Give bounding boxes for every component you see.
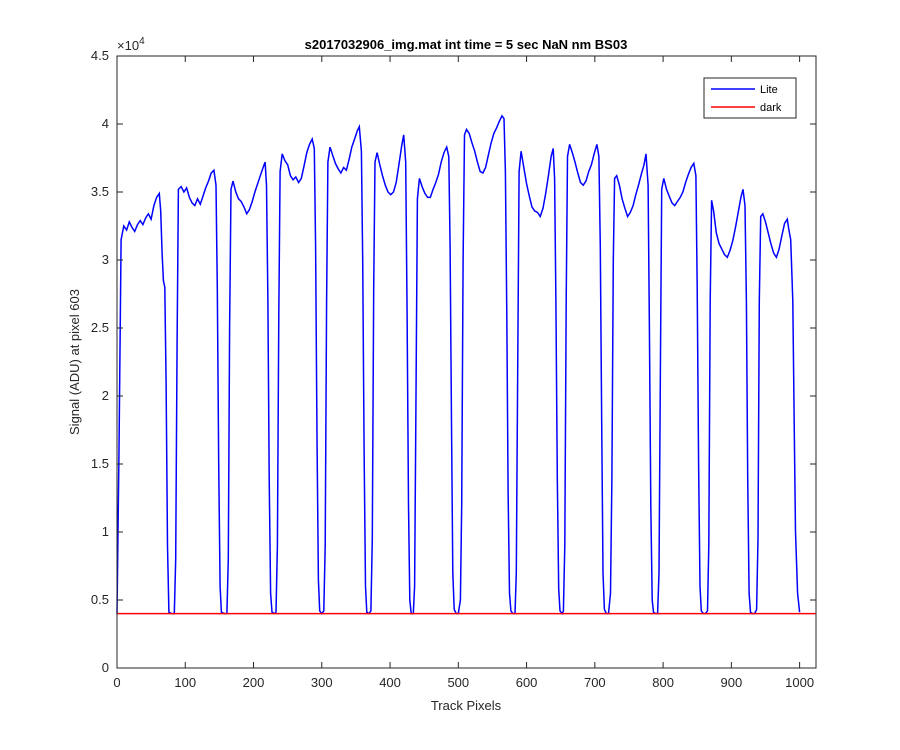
y-axis-label: Signal (ADU) at pixel 603 [67,289,82,435]
x-tick-label: 400 [379,675,401,690]
y-tick-label: 4 [102,116,109,131]
y-tick-label: 3.5 [91,184,109,199]
y-tick-label: 0 [102,660,109,675]
y-tick-label: 2.5 [91,320,109,335]
x-tick-label: 500 [447,675,469,690]
series-layer [116,114,816,616]
y-exponent-label: ×104 [117,36,145,53]
x-tick-label: 1000 [785,675,814,690]
series-line-lite [116,114,801,616]
legend: Lite dark [703,77,797,119]
x-tick-label: 800 [652,675,674,690]
x-axis-label: Track Pixels [431,698,502,713]
legend-box [703,77,797,119]
legend-label-lite: Lite [760,84,778,96]
legend-label-dark: dark [760,102,782,114]
axes-frame [116,55,817,669]
ticks-layer: 0 100 200 300 400 500 600 700 800 900 1000 0 0.5 1 1.5… [91,48,816,690]
axes-background [117,56,816,668]
y-tick-label: 3 [102,252,109,267]
chart-title: s2017032906_img.mat int time = 5 sec NaN… [305,37,628,52]
y-tick-label: 4.5 [91,48,109,63]
y-tick-label: 1 [102,524,109,539]
y-tick-label: 1.5 [91,456,109,471]
y-tick-label: 0.5 [91,592,109,607]
x-tick-label: 100 [174,675,196,690]
x-tick-label: 0 [113,675,120,690]
x-tick-label: 900 [721,675,743,690]
x-tick-label: 200 [243,675,265,690]
x-tick-label: 600 [516,675,538,690]
x-tick-label: 700 [584,675,606,690]
x-tick-label: 300 [311,675,333,690]
y-tick-label: 2 [102,388,109,403]
